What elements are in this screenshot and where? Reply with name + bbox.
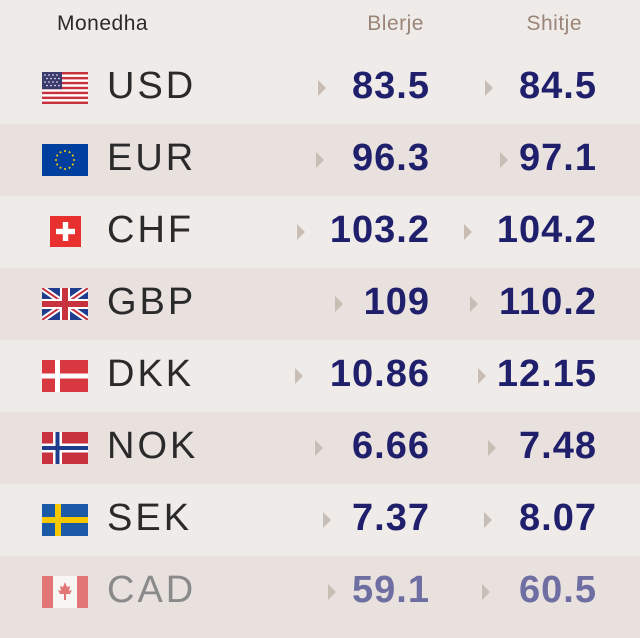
currency-code: NOK — [107, 425, 199, 467]
canada-flag-icon — [42, 576, 88, 608]
buy-arrow-icon — [328, 584, 336, 600]
currency-code: DKK — [107, 353, 195, 395]
sell-arrow-icon — [484, 512, 492, 528]
sell-rate: 60.5 — [519, 569, 597, 611]
sell-arrow-icon — [482, 584, 490, 600]
buy-arrow-icon — [323, 512, 331, 528]
denmark-flag-icon — [42, 360, 88, 392]
currency-code: GBP — [107, 281, 197, 323]
sell-rate: 84.5 — [519, 65, 597, 107]
buy-arrow-icon — [316, 152, 324, 168]
switzerland-flag-icon — [50, 216, 81, 247]
buy-arrow-icon — [315, 440, 323, 456]
sell-rate: 12.15 — [496, 353, 597, 395]
buy-rate: 7.37 — [352, 497, 430, 539]
usa-flag-icon — [42, 72, 88, 104]
currency-code: EUR — [107, 137, 197, 179]
sell-arrow-icon — [478, 368, 486, 384]
currency-row-chf[interactable]: CHF 103.2 104.2 — [0, 196, 640, 268]
buy-rate: 103.2 — [329, 209, 430, 251]
currency-column-header: Monedha — [57, 12, 149, 35]
table-header: Monedha Blerje Shitje — [0, 0, 640, 52]
eu-flag-icon — [42, 144, 88, 176]
currency-row-gbp[interactable]: GBP 109 110.2 — [0, 268, 640, 340]
buy-column-header: Blerje — [367, 12, 424, 35]
sell-rate: 110.2 — [499, 281, 597, 323]
buy-rate: 96.3 — [352, 137, 430, 179]
buy-rate: 59.1 — [352, 569, 430, 611]
buy-rate: 109 — [363, 281, 430, 323]
sell-arrow-icon — [500, 152, 508, 168]
currency-code: SEK — [107, 497, 193, 539]
currency-code: CHF — [107, 209, 195, 251]
sell-arrow-icon — [470, 296, 478, 312]
currency-row-dkk[interactable]: DKK 10.86 12.15 — [0, 340, 640, 412]
norway-flag-icon — [42, 432, 88, 464]
sell-rate: 104.2 — [496, 209, 597, 251]
sell-column-header: Shitje — [526, 12, 582, 35]
currency-code: CAD — [107, 569, 197, 611]
sell-rate: 97.1 — [519, 137, 597, 179]
currency-row-sek[interactable]: SEK 7.37 8.07 — [0, 484, 640, 556]
currency-row-nok[interactable]: NOK 6.66 7.48 — [0, 412, 640, 484]
buy-arrow-icon — [318, 80, 326, 96]
buy-arrow-icon — [297, 224, 305, 240]
sell-arrow-icon — [488, 440, 496, 456]
currency-row-cad[interactable]: CAD 59.1 60.5 — [0, 556, 640, 638]
currency-code: USD — [107, 65, 197, 107]
sell-arrow-icon — [485, 80, 493, 96]
sweden-flag-icon — [42, 504, 88, 536]
buy-rate: 6.66 — [352, 425, 430, 467]
sell-rate: 7.48 — [519, 425, 597, 467]
sell-arrow-icon — [464, 224, 472, 240]
buy-arrow-icon — [295, 368, 303, 384]
uk-flag-icon — [42, 288, 88, 320]
buy-rate: 10.86 — [329, 353, 430, 395]
buy-arrow-icon — [335, 296, 343, 312]
currency-row-usd[interactable]: USD 83.5 84.5 — [0, 52, 640, 124]
sell-rate: 8.07 — [519, 497, 597, 539]
buy-rate: 83.5 — [352, 65, 430, 107]
currency-row-eur[interactable]: EUR 96.3 97.1 — [0, 124, 640, 196]
